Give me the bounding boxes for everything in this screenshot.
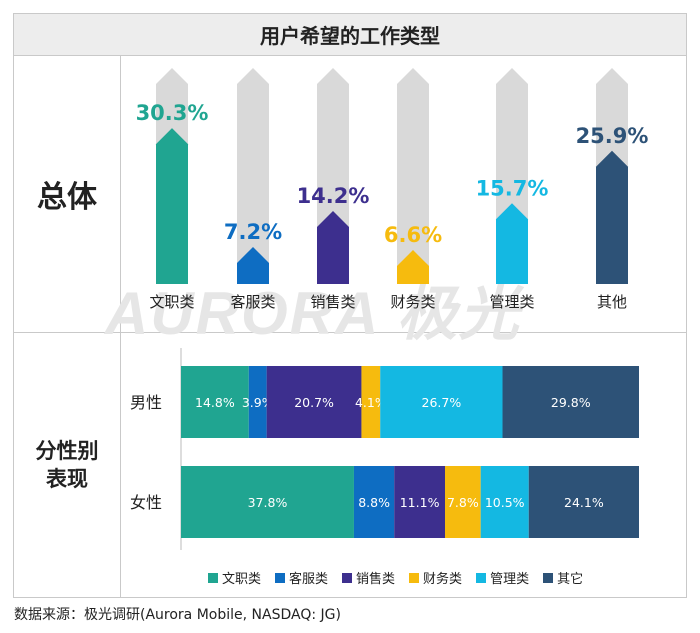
category-label-0: 文职类 [149, 293, 194, 311]
legend-swatch-2 [342, 572, 353, 583]
legend-label-4: 管理类 [490, 572, 530, 587]
value-bar-0 [156, 128, 188, 284]
chart-title: 用户希望的工作类型 [14, 14, 686, 56]
legend-swatch-4 [476, 572, 487, 583]
segment-1-5 [528, 466, 639, 538]
chart-frame: 用户希望的工作类型 总体 分性别表现 [13, 13, 687, 598]
legend: 文职类 客服类 销售类 财务类 管理类 其它 [208, 568, 583, 587]
legend-label-2: 销售类 [356, 572, 396, 587]
segment-label-0-4: 26.7% [422, 395, 462, 410]
segment-0-4 [380, 366, 503, 438]
segment-0-3 [361, 366, 381, 438]
segment-1-3 [445, 466, 481, 538]
legend-item-5: 其它 [543, 568, 583, 587]
segment-label-0-2: 20.7% [294, 395, 334, 410]
segment-0-1 [248, 366, 267, 438]
source-note: 数据来源：极光调研(Aurora Mobile, NASDAQ: JG) [14, 607, 341, 623]
row-label-gender-line1: 分性别 [35, 439, 99, 463]
segment-label-1-1: 8.8% [358, 495, 390, 510]
segment-label-1-3: 7.8% [447, 495, 479, 510]
legend-swatch-0 [208, 572, 218, 583]
value-label-1: 7.2% [224, 220, 282, 244]
legend-item-4: 管理类 [476, 568, 529, 587]
value-label-0: 30.3% [136, 101, 209, 125]
segment-0-5 [502, 366, 639, 438]
legend-swatch-3 [409, 572, 420, 583]
segment-1-1 [353, 466, 395, 538]
value-label-5: 25.9% [576, 124, 649, 148]
row-category-0: 男性 [130, 393, 162, 412]
column-divider [120, 55, 121, 597]
legend-label-0: 文职类 [222, 572, 262, 587]
value-bar-3 [397, 250, 429, 284]
row-label-gender: 分性别 表现 [14, 333, 120, 597]
legend-swatch-5 [543, 572, 554, 583]
value-label-4: 15.7% [476, 176, 549, 200]
value-bar-5 [596, 150, 628, 284]
legend-item-3: 财务类 [409, 568, 462, 587]
legend-item-1: 客服类 [275, 568, 328, 587]
segment-label-0-1: 3.9% [242, 395, 274, 410]
category-label-1: 客服类 [230, 293, 275, 311]
legend-swatch-1 [275, 572, 286, 583]
segment-1-4 [480, 466, 529, 538]
row-label-overall: 总体 [37, 179, 97, 215]
segment-label-1-5: 24.1% [564, 495, 604, 510]
value-label-3: 6.6% [384, 223, 442, 247]
legend-item-2: 销售类 [342, 568, 395, 587]
row-category-1: 女性 [130, 493, 162, 512]
segment-label-1-2: 11.1% [400, 495, 440, 510]
row-label-gender-line2: 表现 [46, 467, 88, 491]
track-bar-1 [237, 68, 269, 284]
category-label-5: 其他 [597, 293, 627, 311]
segment-0-0 [181, 366, 249, 438]
segment-0-2 [266, 366, 362, 438]
segment-label-1-4: 10.5% [485, 495, 525, 510]
segment-1-2 [394, 466, 446, 538]
segment-label-1-0: 37.8% [248, 495, 288, 510]
category-label-2: 销售类 [310, 293, 355, 311]
legend-label-1: 客服类 [289, 572, 329, 587]
value-bar-2 [317, 210, 349, 284]
segment-1-0 [181, 466, 354, 538]
legend-label-5: 其它 [557, 572, 584, 587]
segment-label-0-5: 29.8% [551, 395, 591, 410]
watermark-logo: AURORA 极光 [105, 280, 521, 347]
legend-label-3: 财务类 [423, 572, 463, 587]
category-label-3: 财务类 [390, 293, 435, 311]
segment-label-0-3: 4.1% [355, 395, 387, 410]
track-bar-3 [397, 68, 429, 284]
row-divider [14, 332, 686, 333]
value-bar-1 [237, 246, 269, 284]
value-bar-4 [496, 203, 528, 284]
segment-label-0-0: 14.8% [195, 395, 235, 410]
category-label-4: 管理类 [489, 293, 534, 311]
value-label-2: 14.2% [297, 184, 370, 208]
legend-item-0: 文职类 [208, 568, 261, 587]
